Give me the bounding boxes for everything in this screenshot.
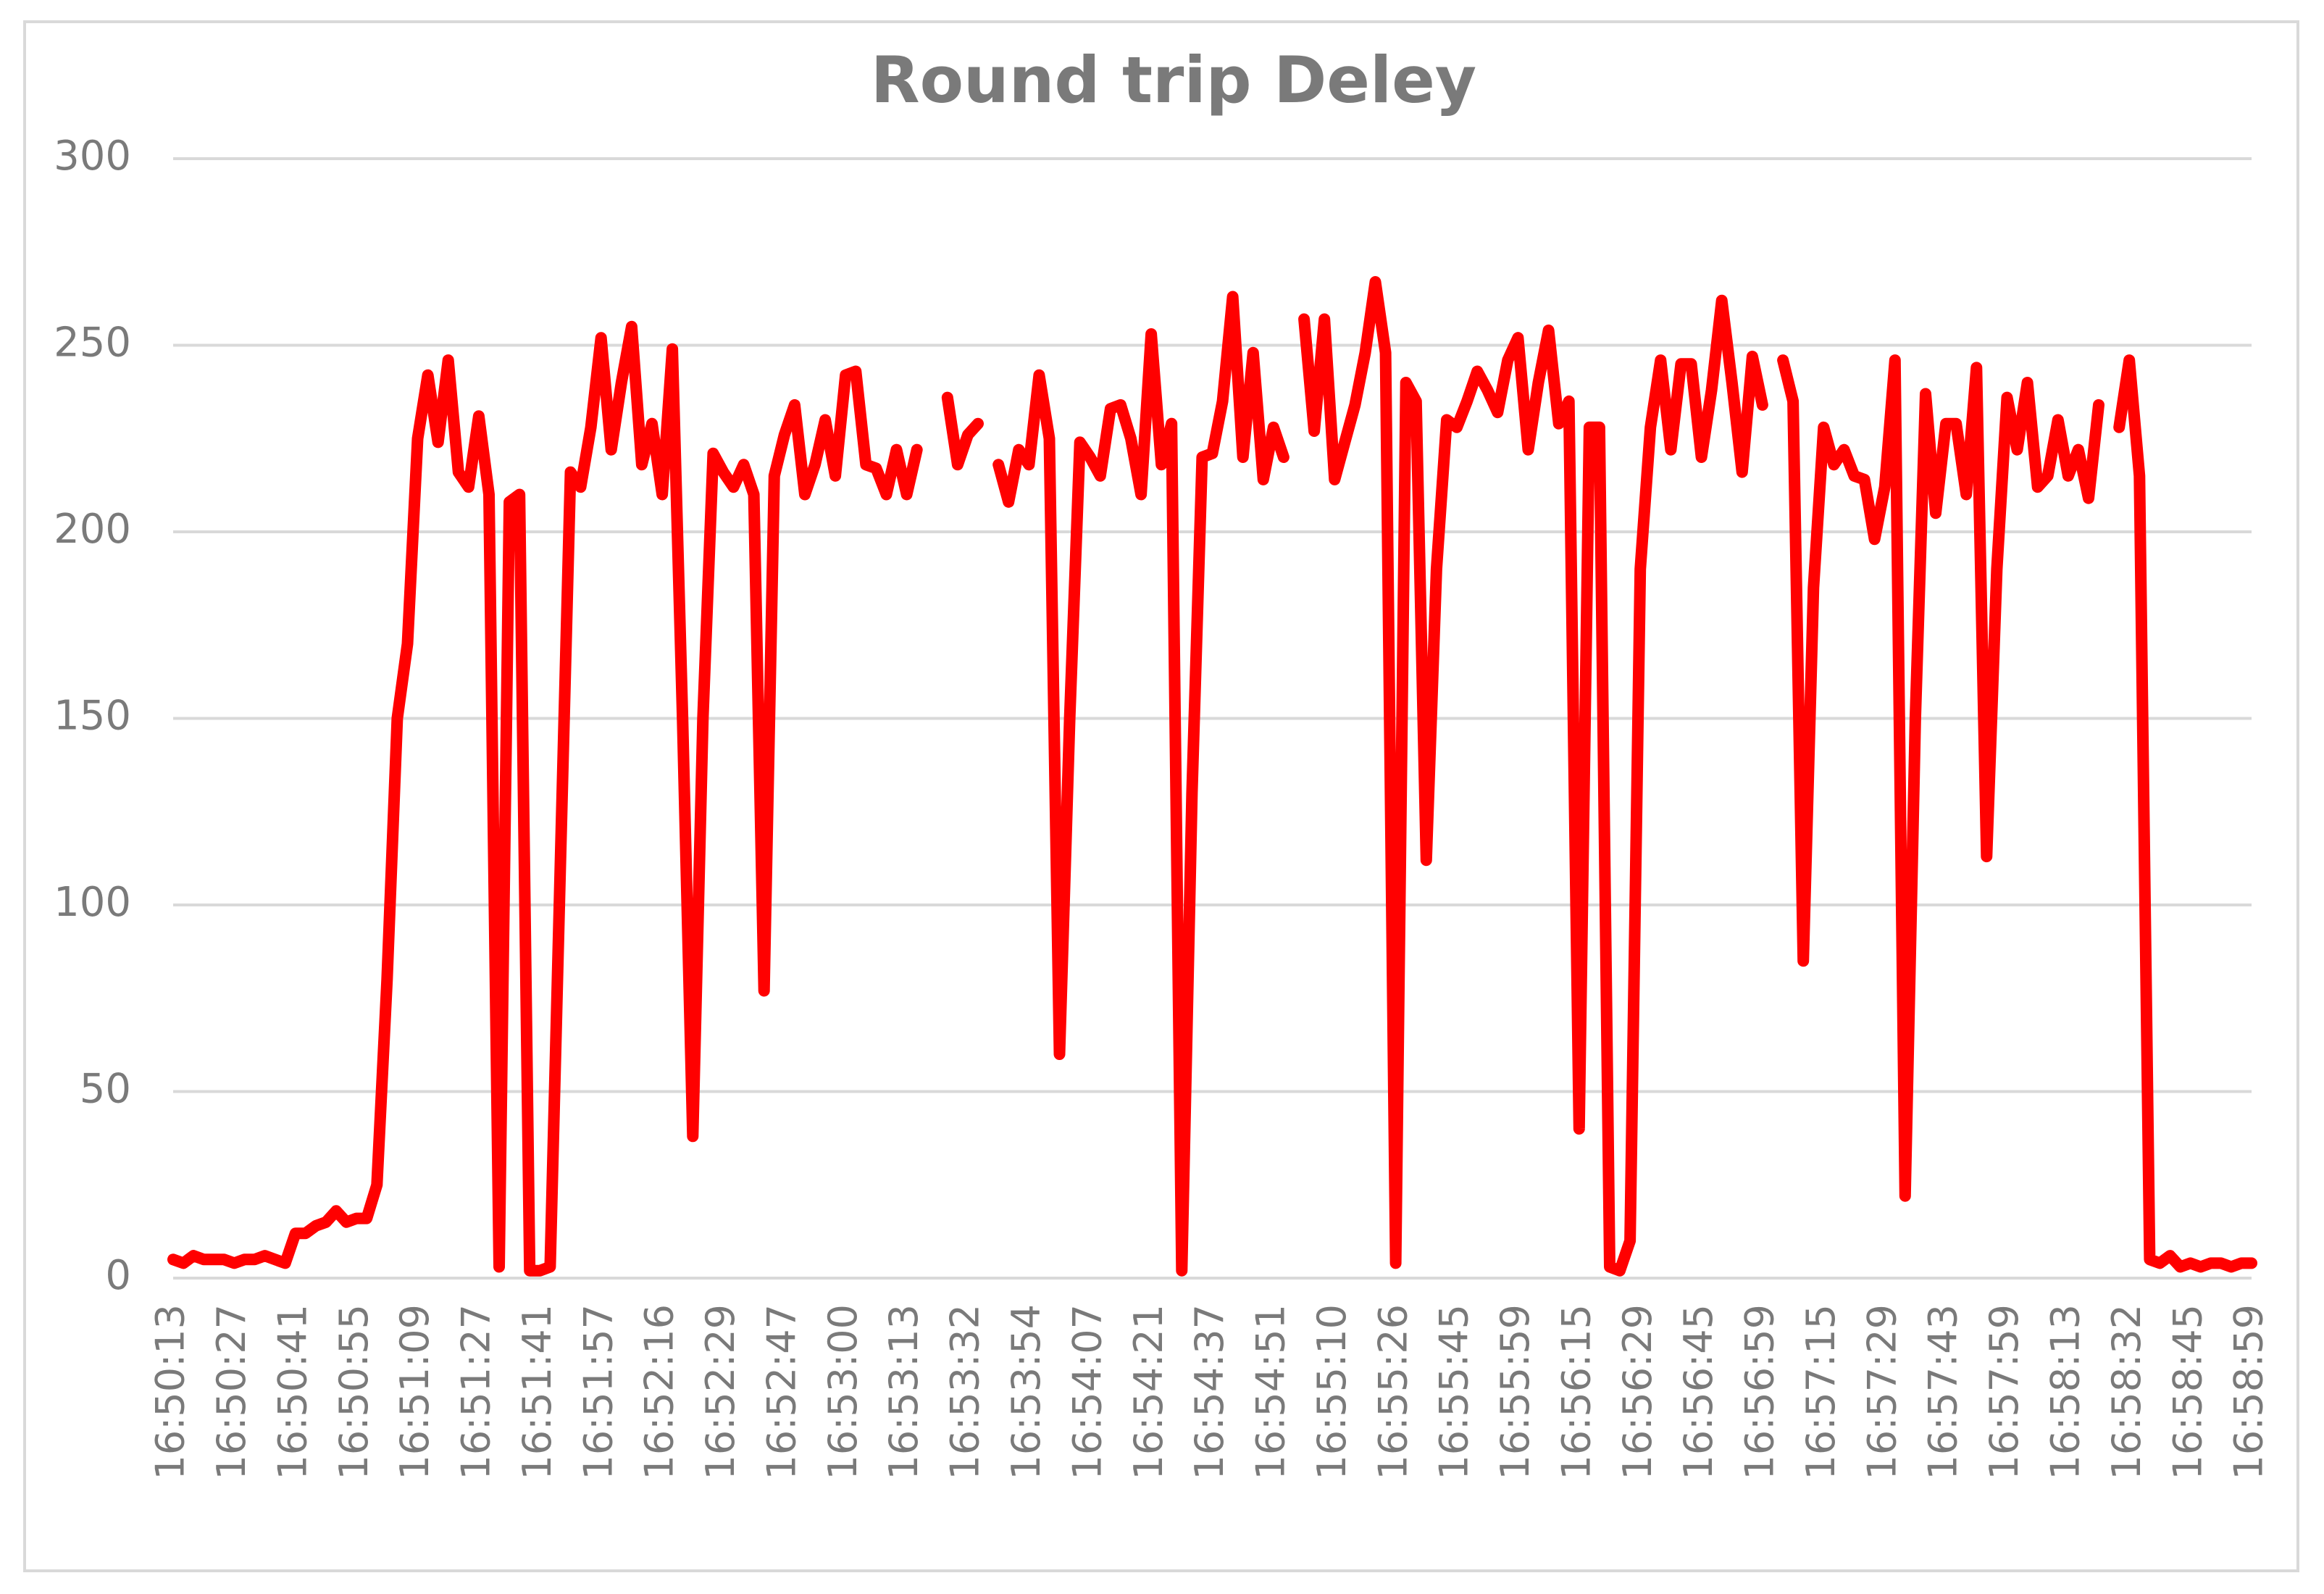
y-tick-label: 300 [54,133,131,180]
y-tick-label: 200 [54,506,131,553]
x-tick-label: 16:55:26 [1370,1304,1416,1480]
x-tick-label: 16:54:21 [1126,1304,1171,1480]
x-tick-label: 16:51:41 [514,1304,560,1480]
x-tick-label: 16:50:55 [331,1304,377,1480]
x-tick-label: 16:53:32 [942,1304,988,1480]
x-tick-label: 16:54:37 [1187,1304,1232,1480]
x-tick-label: 16:57:59 [1981,1304,2027,1480]
x-tick-label: 16:56:45 [1676,1304,1721,1480]
x-tick-label: 16:53:13 [881,1304,927,1480]
x-tick-label: 16:57:29 [1859,1304,1905,1480]
x-tick-label: 16:57:15 [1798,1304,1844,1480]
y-tick-label: 100 [54,879,131,926]
x-tick-label: 16:58:13 [2042,1304,2088,1480]
x-tick-label: 16:57:43 [1920,1304,1966,1480]
x-tick-label: 16:52:47 [758,1304,804,1480]
y-tick-label: 50 [80,1066,131,1113]
x-tick-label: 16:58:59 [2226,1304,2272,1480]
x-tick-label: 16:53:00 [820,1304,866,1480]
chart-title: Round trip Deley [871,43,1476,117]
x-tick-label: 16:50:13 [148,1304,193,1480]
x-tick-label: 16:58:32 [2104,1304,2149,1480]
y-tick-label: 150 [54,693,131,740]
x-tick-label: 16:55:45 [1431,1304,1477,1480]
x-tick-label: 16:52:16 [637,1304,682,1480]
x-tick-label: 16:56:15 [1553,1304,1599,1480]
data-line [167,276,2257,1277]
x-tick-label: 16:54:51 [1248,1304,1294,1480]
x-tick-label: 16:50:41 [269,1304,315,1480]
x-tick-label: 16:52:29 [698,1304,743,1480]
x-tick-label: 16:55:10 [1309,1304,1355,1480]
x-tick-label: 16:56:59 [1737,1304,1783,1480]
x-tick-label: 16:54:07 [1064,1304,1110,1480]
y-tick-label: 250 [54,320,131,367]
x-tick-label: 16:50:27 [209,1304,254,1480]
x-tick-label: 16:53:54 [1003,1304,1049,1480]
x-tick-label: 16:56:29 [1615,1304,1660,1480]
x-tick-label: 16:51:57 [575,1304,621,1480]
x-tick-label: 16:51:09 [392,1304,438,1480]
x-tick-label: 16:55:59 [1492,1304,1538,1480]
x-tick-label: 16:58:45 [2165,1304,2210,1480]
x-tick-label: 16:51:27 [453,1304,499,1480]
y-tick-label: 0 [105,1252,131,1299]
